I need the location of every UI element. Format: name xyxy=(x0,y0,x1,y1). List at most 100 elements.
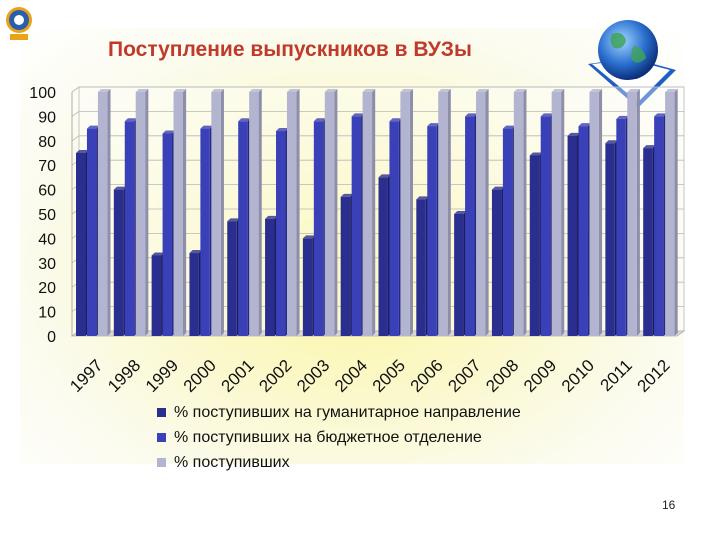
x-tick-label: 2002 xyxy=(255,356,295,396)
bar xyxy=(416,199,426,336)
bar xyxy=(362,92,373,336)
y-tick-label: 10 xyxy=(38,305,56,322)
bar-top xyxy=(313,118,327,122)
slide-title: Поступление выпускников в ВУЗы xyxy=(108,38,472,61)
bar xyxy=(227,221,237,336)
x-tick-label: 1999 xyxy=(142,356,182,396)
bar-top xyxy=(578,123,592,127)
bar-side xyxy=(296,89,300,336)
bar-top xyxy=(135,89,149,92)
legend-swatch-humanities xyxy=(157,408,166,417)
bar-side xyxy=(485,89,489,336)
bar-side xyxy=(409,89,414,336)
bar-top xyxy=(265,215,278,219)
bar xyxy=(302,238,313,336)
bar xyxy=(189,253,199,336)
bar-top xyxy=(400,89,414,92)
bar xyxy=(249,92,259,336)
bar xyxy=(654,116,664,337)
bar xyxy=(567,135,578,336)
bar-top xyxy=(476,89,489,92)
bar-top xyxy=(189,250,203,254)
gridline-side xyxy=(71,111,80,117)
bar-top xyxy=(643,145,656,149)
bar-side xyxy=(636,89,640,336)
x-tick-label: 2012 xyxy=(633,356,673,396)
bar xyxy=(211,92,221,336)
y-tick-label: 50 xyxy=(38,207,56,224)
bar-side xyxy=(220,89,224,336)
legend-label-humanities: % поступивших на гуманитарное направлени… xyxy=(174,403,521,421)
bar xyxy=(124,121,135,336)
bar xyxy=(265,218,275,336)
bar-top xyxy=(173,89,187,92)
x-tick-label: 1998 xyxy=(104,356,144,396)
bar xyxy=(616,118,626,336)
gridline-side xyxy=(71,135,80,142)
bar xyxy=(97,92,108,336)
bar-top xyxy=(529,152,543,156)
bar xyxy=(643,148,653,336)
bar-side xyxy=(182,89,187,336)
bar-top xyxy=(340,193,354,197)
bar xyxy=(113,189,124,336)
bar-side xyxy=(145,89,149,336)
bar-top xyxy=(324,89,338,92)
y-tick-label: 90 xyxy=(38,109,56,126)
bar-top xyxy=(276,128,289,132)
bar-top xyxy=(654,113,667,117)
bar-top xyxy=(567,132,581,136)
bar xyxy=(578,126,588,336)
page-number: 16 xyxy=(662,498,676,512)
x-tick-label: 2011 xyxy=(597,356,636,395)
bar xyxy=(540,116,551,337)
bar-top xyxy=(605,140,618,144)
bar-top xyxy=(351,113,365,117)
bar-top xyxy=(438,89,451,92)
bar-top xyxy=(302,235,316,239)
bar xyxy=(378,177,388,336)
bar-top xyxy=(502,125,516,129)
bar xyxy=(200,128,210,336)
bar-top xyxy=(540,113,554,117)
bar xyxy=(551,92,562,336)
bar xyxy=(502,128,513,336)
x-tick-label: 1997 xyxy=(66,356,106,396)
bar-side xyxy=(372,89,376,336)
bar-top xyxy=(162,130,176,134)
bar xyxy=(605,143,615,336)
y-tick-label: 60 xyxy=(38,183,56,200)
x-tick-label: 2007 xyxy=(444,356,484,396)
bar-top xyxy=(454,211,467,214)
bar xyxy=(438,92,448,336)
legend-label-total: % поступивших xyxy=(174,453,290,471)
bar-side xyxy=(561,89,565,336)
bar xyxy=(529,155,540,336)
bar-top xyxy=(627,89,640,92)
bar-top xyxy=(211,89,224,92)
bar-top xyxy=(249,89,262,92)
bar-top xyxy=(378,174,392,178)
bar xyxy=(313,121,324,336)
bar-top xyxy=(113,186,127,190)
legend-item-total: % поступивших xyxy=(157,450,521,475)
x-tick-label: 2000 xyxy=(180,356,220,396)
bar xyxy=(173,92,183,336)
bar-side xyxy=(598,89,603,336)
chart-legend: % поступивших на гуманитарное направлени… xyxy=(157,400,521,475)
y-tick-label: 80 xyxy=(38,134,56,151)
bar-top xyxy=(238,118,251,122)
y-tick-label: 40 xyxy=(38,231,56,248)
bar xyxy=(627,92,637,336)
bar xyxy=(324,92,335,336)
x-tick-label: 2001 xyxy=(218,356,258,396)
bar xyxy=(427,126,437,336)
legend-item-humanities: % поступивших на гуманитарное направлени… xyxy=(157,400,521,425)
bar-side xyxy=(447,89,451,336)
bar xyxy=(465,116,475,337)
bar xyxy=(86,128,97,336)
y-tick-label: 70 xyxy=(38,158,56,175)
legend-item-budget: % поступивших на бюджетное отделение xyxy=(157,425,521,450)
globe-book-icon xyxy=(588,20,676,108)
